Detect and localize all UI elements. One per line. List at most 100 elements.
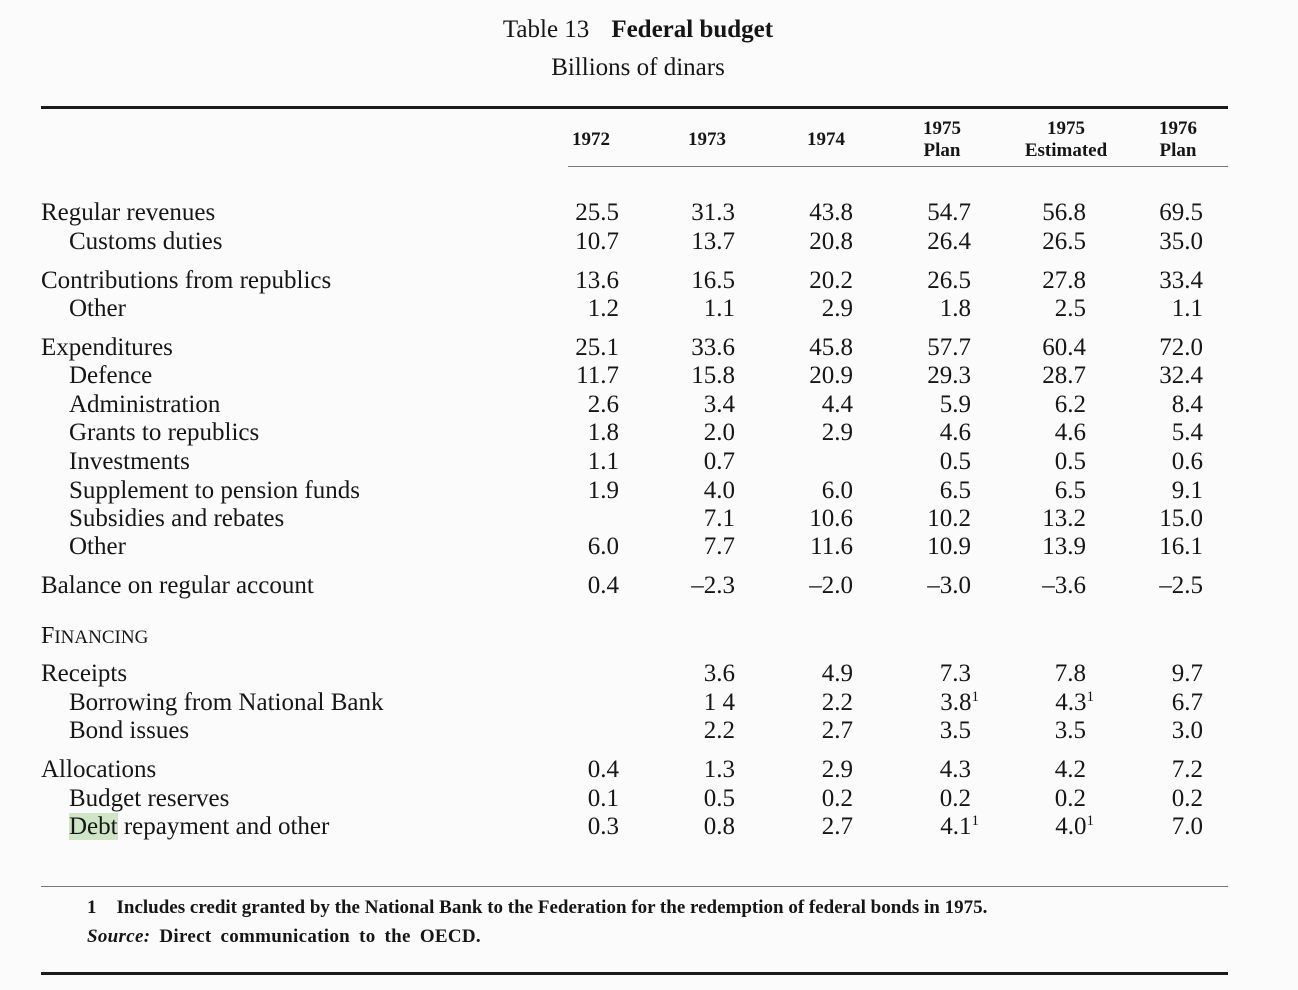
cell-value: 4.4 <box>821 391 853 418</box>
financing-rest: INANCING <box>54 627 149 648</box>
table-cell: 3.6 <box>704 659 735 688</box>
table-cell: 3.0 <box>1172 716 1203 745</box>
cell-value: 2.2 <box>703 717 735 744</box>
table-cell: 1 4 <box>704 688 735 717</box>
table-cell: 29.3 <box>927 361 971 390</box>
row-label: Customs duties <box>69 228 223 255</box>
cell-value: 15.0 <box>1159 505 1203 532</box>
table-cell: 27.8 <box>1042 266 1086 295</box>
table-cell: 1.1 <box>1172 294 1203 323</box>
cell-value: 4.6 <box>939 419 971 446</box>
cell-value: –2.3 <box>691 572 735 599</box>
table-row: Expenditures 25.1 33.6 45.8 57.7 60.4 72.0 <box>0 333 1298 362</box>
table-cell: 3.4 <box>704 390 735 419</box>
cell-value: 20.2 <box>809 267 853 294</box>
table-cell: 33.4 <box>1159 266 1203 295</box>
cell-value: 72.0 <box>1159 334 1203 361</box>
cell-value: 2.9 <box>821 419 853 446</box>
cell-value: 3.0 <box>1171 717 1203 744</box>
table-cell: 33.6 <box>691 333 735 362</box>
cell-value: 26.5 <box>1042 228 1086 255</box>
cell-value: 4.0 <box>1055 813 1087 840</box>
table-cell: 2.9 <box>822 755 853 784</box>
cell-value: 9.7 <box>1171 660 1203 687</box>
table-cell: 0.1 <box>588 784 619 813</box>
cell-value: 13.2 <box>1042 505 1086 532</box>
cell-value: 25.1 <box>575 334 619 361</box>
cell-value: 3.5 <box>939 717 971 744</box>
row-label: Contributions from republics <box>41 267 332 294</box>
table-cell: 1.9 <box>588 476 619 505</box>
table-unit: Billions of dinars <box>551 54 725 81</box>
cell-value: 13.7 <box>691 228 735 255</box>
cell-value: 4.1 <box>940 813 972 840</box>
row-label: Other <box>69 533 126 560</box>
financing-initial: F <box>41 623 55 649</box>
table-cell: 26.5 <box>927 266 971 295</box>
cell-value: 2.6 <box>587 391 619 418</box>
cell-value: 0.7 <box>703 448 735 475</box>
table-cell: 2.7 <box>822 716 853 745</box>
footnote-marker: 1 <box>1086 689 1095 705</box>
table-cell: 5.9 <box>940 390 971 419</box>
table-cell: 3.81 <box>940 688 979 717</box>
table-cell: 6.2 <box>1055 390 1086 419</box>
table-cell: 13.7 <box>691 227 735 256</box>
cell-value: 20.9 <box>809 362 853 389</box>
row-label: Bond issues <box>69 717 190 744</box>
cell-value: 6.2 <box>1054 391 1086 418</box>
cell-value: 1.8 <box>939 295 971 322</box>
cell-value: 0.4 <box>587 756 619 783</box>
table-row: Subsidies and rebates 7.1 10.6 10.2 13.2 15.0 <box>0 504 1298 533</box>
table-row: Allocations 0.4 1.3 2.9 4.3 4.2 7.2 <box>0 755 1298 784</box>
table-cell: 0.2 <box>1055 784 1086 813</box>
table-cell: 6.5 <box>1055 476 1086 505</box>
cell-value: 11.7 <box>576 362 619 389</box>
table-cell: 20.8 <box>809 227 853 256</box>
table-cell: 20.9 <box>809 361 853 390</box>
source-text: Direct communication to the OECD. <box>159 926 481 947</box>
table-row: Bond issues 2.2 2.7 3.5 3.5 3.0 <box>0 716 1298 745</box>
cell-value: 0.1 <box>587 785 619 812</box>
table-cell: 4.9 <box>822 659 853 688</box>
table-row: Supplement to pension funds 1.9 4.0 6.0 6.5 6… <box>0 476 1298 505</box>
table-row: Administration 2.6 3.4 4.4 5.9 6.2 8.4 <box>0 390 1298 419</box>
cell-value: 1.1 <box>703 295 735 322</box>
cell-value: 0.5 <box>703 785 735 812</box>
cell-value: 0.6 <box>1171 448 1203 475</box>
table-cell: 28.7 <box>1042 361 1086 390</box>
cell-value: 2.0 <box>703 419 735 446</box>
table-row: Debt repayment and other 0.3 0.8 2.7 4.11 4.0… <box>0 812 1298 841</box>
table-cell: –3.0 <box>927 571 971 600</box>
cell-value: 6.0 <box>821 477 853 504</box>
cell-value: 11.6 <box>810 533 853 560</box>
row-label: Expenditures <box>41 334 173 361</box>
table-cell: 13.9 <box>1042 532 1086 561</box>
cell-value: –3.6 <box>1042 572 1086 599</box>
table-row: Balance on regular account 0.4 –2.3 –2.0 –3.… <box>0 571 1298 600</box>
table-cell: 6.5 <box>940 476 971 505</box>
table-cell: 2.2 <box>704 716 735 745</box>
column-header: 1974 <box>766 129 886 151</box>
table-cell: 11.6 <box>810 532 853 561</box>
header-underline <box>568 166 1228 167</box>
cell-value: 10.6 <box>809 505 853 532</box>
source-label: Source: <box>87 926 151 947</box>
cell-value: 33.4 <box>1159 267 1203 294</box>
table-cell: 3.5 <box>940 716 971 745</box>
cell-value: 4.3 <box>939 756 971 783</box>
row-label: Administration <box>69 391 221 418</box>
table-cell: 4.6 <box>940 418 971 447</box>
cell-value: 32.4 <box>1159 362 1203 389</box>
cell-value: 9.1 <box>1171 477 1203 504</box>
table-cell: 0.2 <box>1172 784 1203 813</box>
table-cell: 13.2 <box>1042 504 1086 533</box>
cell-value: 0.3 <box>587 813 619 840</box>
cell-value: 3.8 <box>940 689 972 716</box>
cell-value: 0.4 <box>587 572 619 599</box>
footnote: 1 Includes credit granted by the National… <box>87 897 987 919</box>
financing-heading: FINANCING <box>0 621 1298 650</box>
table-cell: 4.6 <box>1055 418 1086 447</box>
top-rule <box>41 106 1228 109</box>
cell-value: 1.3 <box>703 756 735 783</box>
